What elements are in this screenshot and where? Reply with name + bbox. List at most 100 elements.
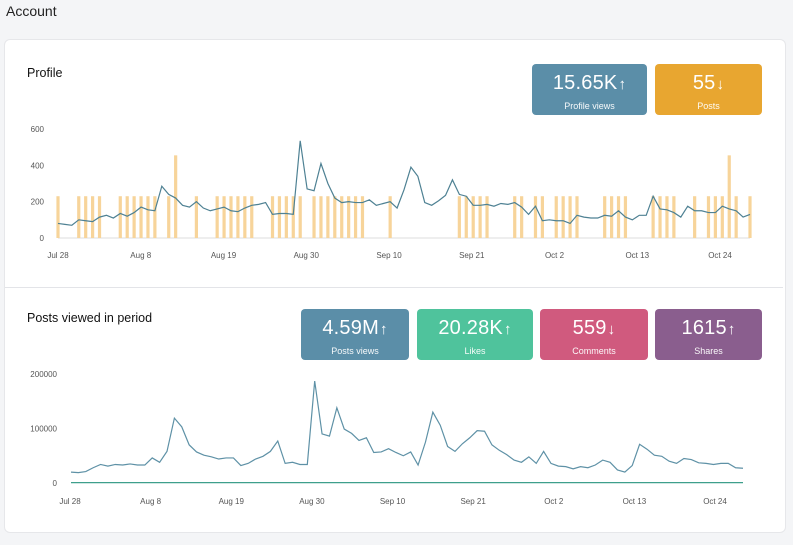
x-tick-label: Aug 19 [219,497,245,506]
bar [748,196,752,238]
arrow-up-icon: ↑ [379,321,388,338]
x-tick-label: Aug 30 [294,251,320,260]
y-tick-label: 200 [31,198,45,207]
bar [243,196,247,238]
x-tick-label: Aug 8 [130,251,151,260]
x-tick-label: Sep 21 [460,497,486,506]
bar [693,196,697,238]
y-tick-label: 0 [40,234,45,243]
bar [236,196,240,238]
bar [347,196,351,238]
bar [84,196,88,238]
shares-stat[interactable]: 1615↑ Shares [655,309,762,360]
bar [91,196,95,238]
bar [720,196,724,238]
bar [603,196,607,238]
bar [665,196,669,238]
arrow-up-icon: ↑ [727,321,736,338]
bar [513,196,517,238]
x-tick-label: Oct 24 [708,251,732,260]
bar [153,196,157,238]
bar [139,196,143,238]
bar [319,196,323,238]
bar [167,196,171,238]
comments-stat[interactable]: 559↓ Comments [540,309,648,360]
bar [353,196,358,238]
bar [229,196,233,238]
bar [520,196,524,238]
stat-label: Profile views [564,101,615,111]
x-tick-label: Oct 2 [544,497,564,506]
arrow-up-icon: ↑ [503,321,512,338]
bar [291,196,295,238]
bar [146,196,150,238]
account-card: Profile 15.65K↑ Profile views 55↓ Posts … [4,39,786,533]
bar [734,196,738,238]
x-tick-label: Oct 2 [545,251,565,260]
bar [125,196,129,238]
series-line [70,381,744,474]
x-tick-label: Sep 10 [376,251,402,260]
bar [360,196,365,238]
stat-label: Shares [694,346,723,356]
bar [478,196,482,238]
stat-value: 559 [572,317,607,339]
bar [457,196,461,238]
arrow-down-icon: ↓ [607,321,616,338]
bar [333,196,337,238]
bar [277,196,282,238]
profile-views-stat[interactable]: 15.65K↑ Profile views [532,64,647,115]
bar [706,196,711,238]
x-tick-label: Sep 10 [380,497,406,506]
bar [658,196,662,238]
posts-views-stat[interactable]: 4.59M↑ Posts views [301,309,409,360]
bar [250,196,254,238]
bar [568,196,572,238]
bar [554,196,558,238]
x-tick-label: Oct 24 [703,497,727,506]
x-tick-label: Aug 8 [140,497,161,506]
bar [56,196,60,238]
bar [651,196,655,238]
bar [284,196,288,238]
bar [312,196,316,238]
posts-stat[interactable]: 55↓ Posts [655,64,762,115]
stat-label: Posts views [331,346,379,356]
bar [215,196,219,238]
bar [388,196,392,238]
bar [464,196,468,238]
stat-value: 4.59M [322,317,379,339]
likes-stat[interactable]: 20.28K↑ Likes [417,309,533,360]
bar [298,196,302,238]
x-tick-label: Jul 28 [59,497,81,506]
bar [561,196,565,238]
arrow-up-icon: ↑ [618,76,627,93]
bar [118,196,122,238]
x-tick-label: Sep 21 [459,251,485,260]
bar [616,196,621,238]
y-tick-label: 600 [31,125,45,134]
bar [132,196,136,238]
stat-value: 20.28K [438,317,503,339]
bar [270,196,275,238]
bar [727,155,731,238]
arrow-down-icon: ↓ [716,76,725,93]
x-tick-label: Oct 13 [623,497,647,506]
y-tick-label: 100000 [30,425,57,434]
posts-views-chart: 0 100000 200000 Jul 28 Aug 8 Aug 19 Aug 30 Sep … [30,370,744,506]
profile-section-title: Profile [27,66,63,80]
section-divider [5,287,783,288]
bar [672,196,676,238]
series-line [57,140,751,226]
bar [533,196,538,238]
stat-value: 1615 [681,317,727,339]
stat-value: 15.65K [552,72,618,94]
x-tick-label: Aug 30 [299,497,325,506]
posts-section-title: Posts viewed in period [27,311,153,325]
bar [174,155,178,238]
y-tick-label: 400 [31,161,45,170]
bar [194,196,198,238]
bar [222,196,226,238]
y-tick-label: 200000 [30,370,57,379]
stat-label: Comments [572,346,616,356]
